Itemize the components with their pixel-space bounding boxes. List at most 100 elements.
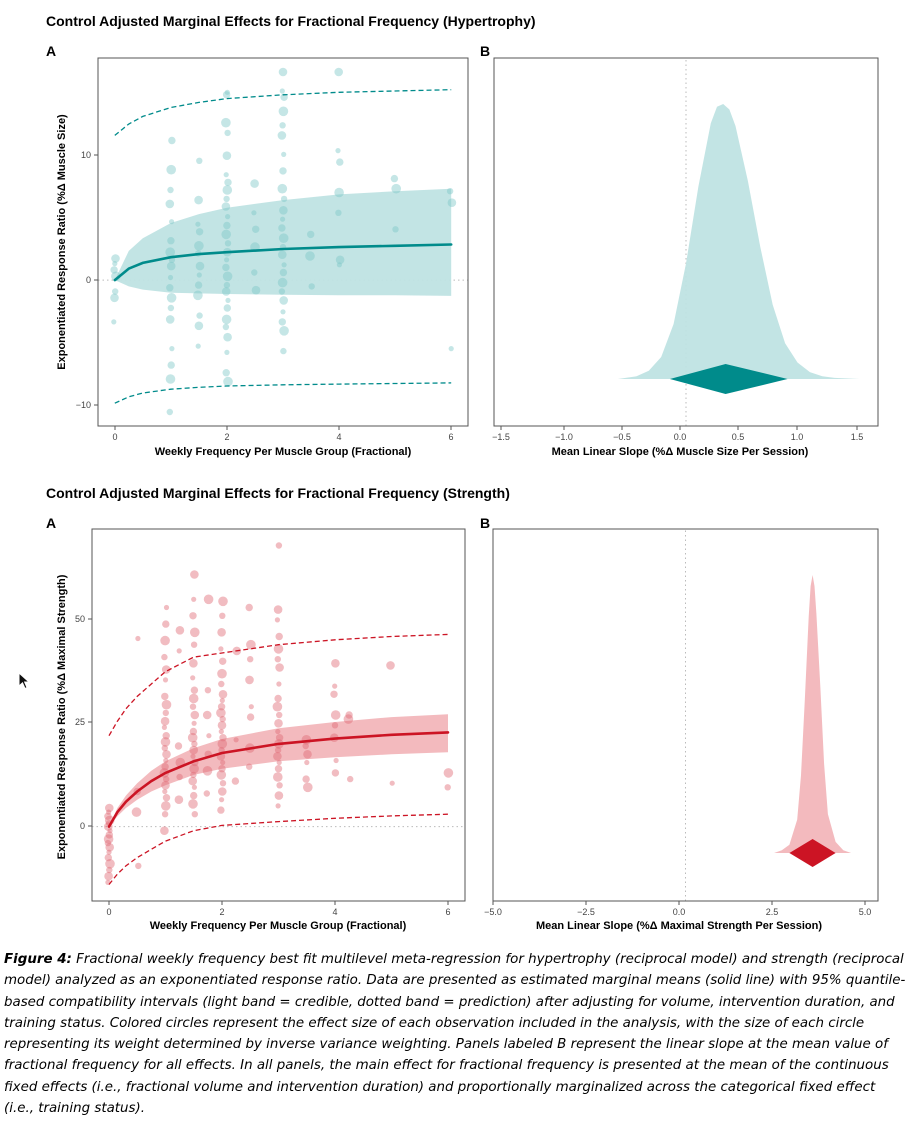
data-point [219, 612, 226, 619]
x-tick-label: 0.0 [673, 907, 686, 917]
data-point [392, 226, 399, 233]
data-point [166, 408, 173, 416]
x-axis-label: Mean Linear Slope (%Δ Muscle Size Per Se… [552, 446, 809, 458]
data-point [191, 720, 197, 726]
data-point [190, 675, 196, 681]
data-point [333, 757, 339, 764]
y-tick-label: 50 [75, 614, 85, 624]
y-axis-ticks: 0 25 50 [75, 614, 92, 831]
x-axis-label: Mean Linear Slope (%Δ Maximal Strength P… [536, 920, 822, 932]
data-point [167, 304, 175, 312]
data-point [251, 285, 261, 295]
data-point [331, 659, 340, 668]
data-point [217, 806, 225, 814]
data-point [331, 722, 339, 729]
data-point [224, 178, 232, 187]
x-axis-ticks: 0 2 4 6 [106, 901, 451, 917]
point-estimate-interval-diamond [669, 364, 788, 394]
data-point [334, 67, 344, 77]
data-point [161, 653, 168, 661]
data-point [345, 711, 353, 719]
marginal-mean-line [107, 731, 450, 828]
data-point [222, 369, 230, 377]
data-point [194, 195, 203, 205]
data-point [330, 710, 341, 720]
data-point [190, 686, 199, 694]
data-point [219, 715, 226, 723]
data-point [161, 781, 170, 790]
data-point [176, 648, 182, 654]
data-point [194, 241, 204, 251]
x-axis-ticks: −1.5 −1.0 −0.5 0.0 0.5 1.0 1.5 [492, 426, 863, 442]
x-tick-label: −2.5 [577, 907, 595, 917]
data-point [111, 254, 120, 263]
data-point [203, 790, 210, 797]
data-point [221, 314, 232, 325]
data-point [110, 293, 119, 303]
data-point [190, 753, 196, 759]
data-point [224, 349, 230, 355]
data-point [280, 347, 287, 355]
panel-label-a-hypertrophy: A [46, 43, 57, 59]
data-point [193, 290, 203, 301]
x-tick-label: 6 [445, 907, 450, 917]
data-point [252, 225, 260, 233]
figure-title-strength: Control Adjusted Marginal Effects for Fr… [46, 485, 510, 501]
strength-slope-density-plot: Mean Linear Slope (%Δ Maximal Strength P… [484, 528, 879, 932]
data-point [223, 281, 231, 289]
data-point [169, 219, 175, 225]
data-point [219, 697, 225, 704]
data-point [279, 268, 288, 277]
data-point [160, 716, 170, 726]
data-point [273, 752, 282, 761]
data-point [279, 88, 285, 94]
data-point [163, 775, 170, 783]
data-point [273, 644, 284, 654]
x-tick-label: 0 [106, 907, 111, 917]
y-axis-label: Exponentiated Response Ratio (%Δ Muscle … [56, 114, 68, 370]
prediction-interval-lower-line [114, 382, 452, 404]
data-point [190, 570, 199, 579]
data-point [222, 263, 230, 272]
data-point [221, 287, 231, 296]
data-point [251, 269, 258, 276]
data-point [111, 319, 117, 325]
data-point [189, 703, 197, 710]
data-point [105, 859, 115, 869]
data-point [222, 271, 233, 282]
data-point [332, 683, 338, 689]
data-point [390, 174, 399, 183]
data-point [162, 620, 170, 628]
data-point [104, 812, 112, 820]
data-point [218, 787, 227, 796]
data-point [174, 795, 184, 804]
data-point [225, 214, 231, 220]
data-point [166, 284, 174, 292]
data-point [160, 737, 171, 747]
data-point [274, 791, 284, 800]
data-point [190, 641, 198, 648]
data-point [195, 343, 201, 349]
data-point [247, 656, 254, 663]
data-point [206, 733, 212, 739]
posterior-density-area [617, 104, 860, 379]
data-point [280, 309, 286, 315]
data-point [217, 703, 226, 711]
data-point [161, 692, 169, 701]
data-point [343, 714, 354, 724]
y-tick-label: 0 [86, 275, 91, 285]
x-tick-label: −1.5 [492, 432, 510, 442]
data-point [280, 195, 288, 203]
data-point [218, 690, 228, 699]
data-point [191, 784, 197, 790]
point-estimate-interval-diamond [789, 839, 836, 867]
data-point [304, 759, 310, 766]
data-point [161, 811, 169, 818]
x-tick-label: 1.0 [791, 432, 804, 442]
hypertrophy-slope-density-plot: Mean Linear Slope (%Δ Muscle Size Per Se… [492, 57, 879, 458]
data-point [250, 179, 259, 188]
data-point [275, 663, 284, 672]
data-point [174, 742, 183, 750]
x-tick-label: 1.5 [851, 432, 864, 442]
data-point [190, 771, 197, 779]
